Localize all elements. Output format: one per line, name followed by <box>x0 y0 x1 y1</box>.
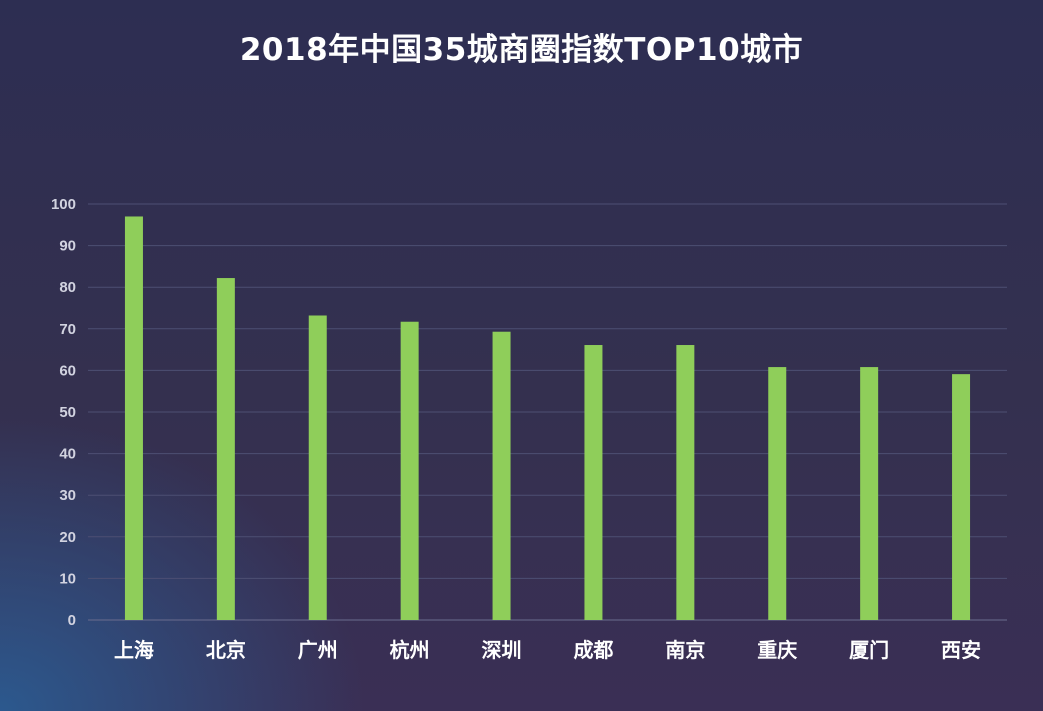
bar <box>308 315 327 620</box>
y-axis-ticks: 0 10 20 30 40 50 60 70 80 90 100 <box>51 196 76 629</box>
gridlines <box>88 203 1007 621</box>
bar <box>584 345 603 620</box>
bar <box>216 278 235 620</box>
bar-series <box>124 216 971 621</box>
x-tick-label: 西安 <box>941 638 981 662</box>
x-tick-label: 南京 <box>665 638 705 662</box>
bar <box>768 367 787 620</box>
y-tick-label: 60 <box>59 362 76 379</box>
x-tick-label: 厦门 <box>849 638 889 662</box>
x-tick-label: 深圳 <box>482 638 522 662</box>
y-tick-label: 100 <box>51 196 76 213</box>
x-tick-label: 重庆 <box>757 638 797 662</box>
x-tick-label: 杭州 <box>390 638 430 662</box>
bar <box>952 374 971 620</box>
y-tick-label: 40 <box>59 446 76 463</box>
chart-title: 2018年中国35城商圈指数TOP10城市 <box>239 32 804 68</box>
bar <box>492 331 511 620</box>
x-axis-ticks: 上海 北京 广州 杭州 深圳 成都 南京 重庆 厦门 西安 <box>114 638 981 662</box>
y-tick-label: 90 <box>59 238 76 255</box>
x-tick-label: 北京 <box>206 638 246 662</box>
bar <box>676 345 695 620</box>
x-tick-label: 成都 <box>573 638 613 662</box>
y-tick-label: 30 <box>59 487 76 504</box>
y-tick-label: 20 <box>59 529 76 546</box>
y-tick-label: 0 <box>68 612 76 629</box>
y-tick-label: 70 <box>59 321 76 338</box>
x-tick-label: 广州 <box>298 638 338 662</box>
bar <box>400 321 419 620</box>
bar <box>860 367 879 620</box>
x-tick-label: 上海 <box>114 638 154 662</box>
y-tick-label: 10 <box>59 570 76 587</box>
y-tick-label: 50 <box>59 404 76 421</box>
y-tick-label: 80 <box>59 279 76 296</box>
bar <box>124 216 143 621</box>
